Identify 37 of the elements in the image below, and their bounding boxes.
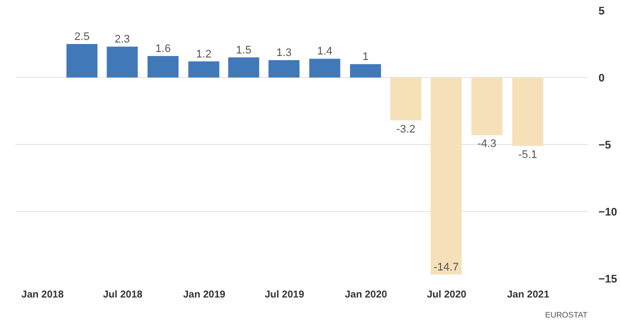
bar bbox=[350, 64, 382, 78]
x-tick-label: Jan 2019 bbox=[183, 290, 226, 300]
bar bbox=[390, 78, 422, 120]
data-label: 1.5 bbox=[236, 44, 252, 56]
data-label: 1.6 bbox=[155, 43, 171, 56]
data-label: -3.2 bbox=[396, 123, 416, 136]
bar bbox=[228, 57, 260, 78]
bar bbox=[268, 60, 300, 78]
y-tick-label: −5 bbox=[598, 140, 612, 152]
text: EUROSTAT bbox=[545, 310, 588, 320]
bar bbox=[106, 46, 138, 78]
x-tick-label: Jan 2020 bbox=[344, 290, 388, 300]
data-label: -5.1 bbox=[518, 148, 538, 161]
bar bbox=[309, 58, 340, 78]
bar bbox=[512, 78, 544, 146]
y-tick-label: 0 bbox=[598, 72, 605, 84]
bar bbox=[148, 56, 179, 78]
bar bbox=[471, 78, 502, 136]
x-tick-label: Jul 2018 bbox=[102, 290, 143, 300]
x-tick-label: Jul 2019 bbox=[264, 290, 305, 300]
bar bbox=[188, 61, 220, 78]
data-label: 1.3 bbox=[276, 47, 292, 60]
data-label: -4.3 bbox=[477, 138, 496, 150]
bar bbox=[430, 78, 462, 274]
x-tick-label: Jan 2018 bbox=[21, 290, 64, 300]
x-tick-label: Jul 2020 bbox=[426, 290, 467, 300]
data-label: -14.7 bbox=[434, 261, 459, 274]
data-label: 2.3 bbox=[114, 34, 130, 46]
data-label: 1 bbox=[362, 51, 369, 64]
data-label: 1.4 bbox=[317, 46, 332, 58]
bar bbox=[66, 44, 98, 78]
data-label: 1.2 bbox=[196, 48, 212, 60]
y-tick-label: −15 bbox=[598, 274, 618, 286]
x-tick-label: Jan 2021 bbox=[507, 290, 550, 300]
data-label: 2.5 bbox=[74, 31, 90, 43]
y-tick-label: −10 bbox=[598, 206, 618, 218]
y-tick-label: 5 bbox=[598, 6, 605, 18]
